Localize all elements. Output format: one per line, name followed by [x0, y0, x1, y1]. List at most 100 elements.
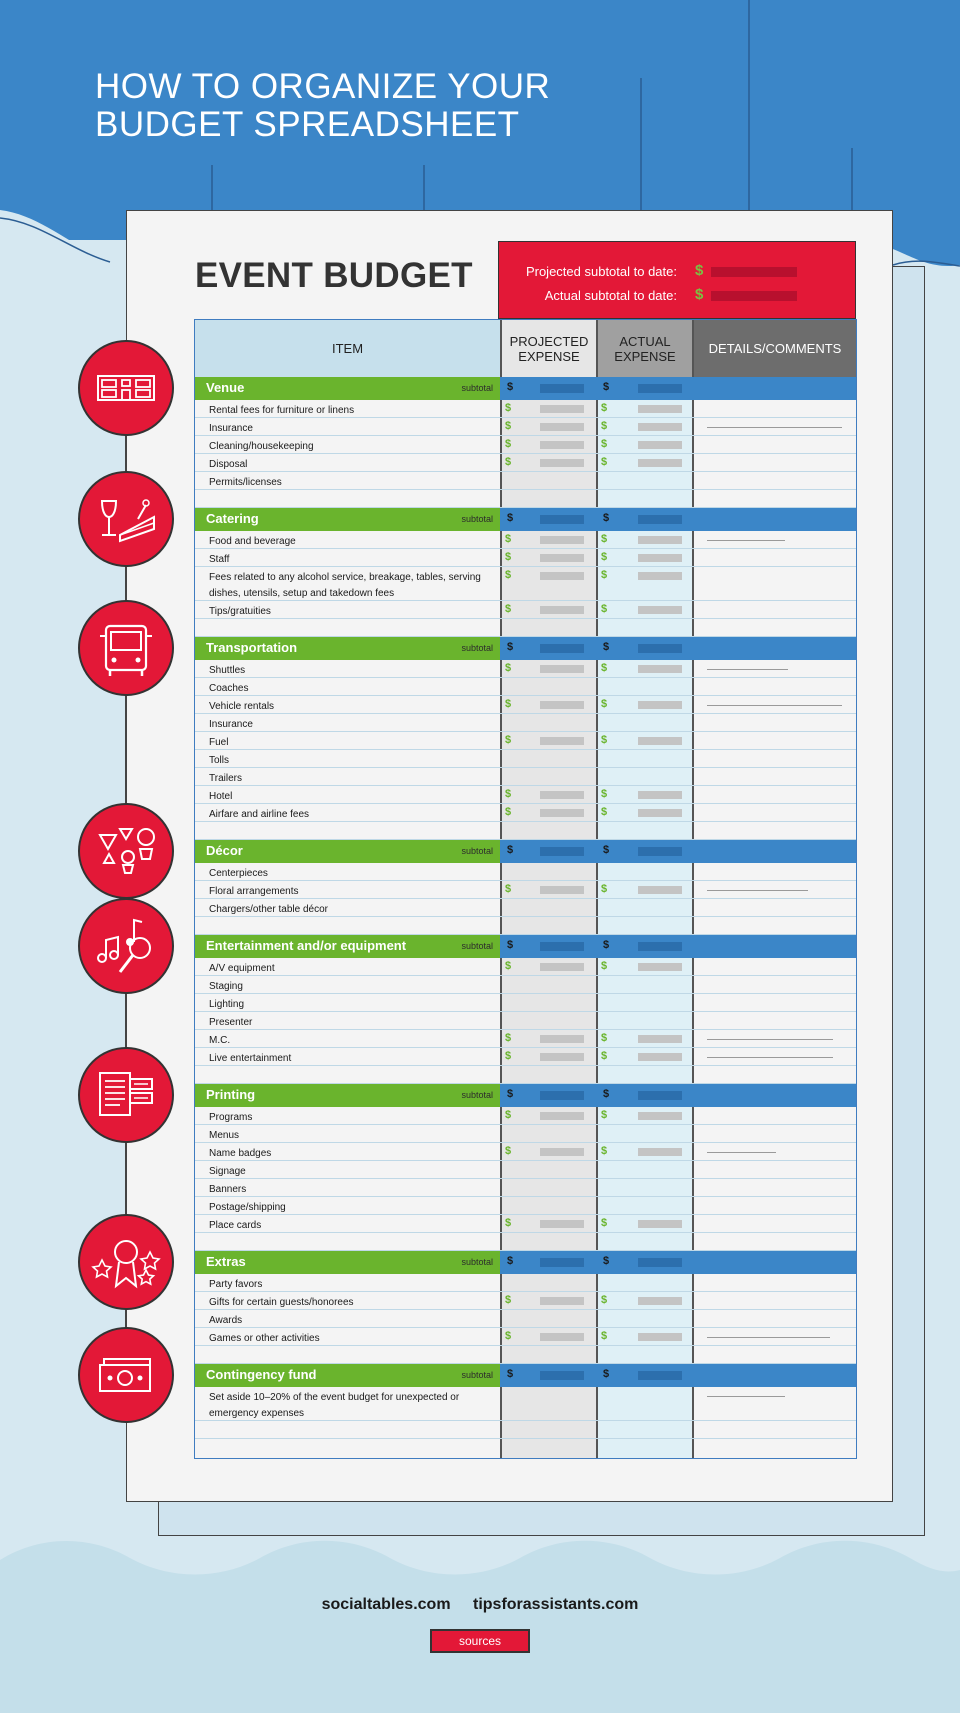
projected-subtotal-field[interactable] [540, 644, 584, 653]
dollar-sign: $ [505, 420, 512, 432]
comment-line[interactable] [707, 427, 842, 428]
projected-expense-field[interactable] [540, 701, 584, 709]
projected-subtotal-field[interactable] [540, 942, 584, 951]
comment-line[interactable] [707, 1152, 776, 1153]
actual-subtotal-field[interactable] [638, 847, 682, 856]
section-header: Extras subtotal $ $ [195, 1251, 856, 1274]
actual-expense-field[interactable] [638, 536, 682, 544]
comment-line[interactable] [707, 890, 808, 891]
actual-expense-field[interactable] [638, 1297, 682, 1305]
actual-expense-field[interactable] [638, 1333, 682, 1341]
projected-expense-field[interactable] [540, 405, 584, 413]
item-label: Set aside 10–20% of the event budget for… [209, 1392, 460, 1419]
actual-expense-field[interactable] [638, 1220, 682, 1228]
projected-expense-field[interactable] [540, 572, 584, 580]
comment-line[interactable] [707, 540, 785, 541]
comment-line[interactable] [707, 1337, 830, 1338]
comment-line[interactable] [707, 705, 842, 706]
actual-expense-field[interactable] [638, 1112, 682, 1120]
actual-expense-field[interactable] [638, 441, 682, 449]
actual-expense-field[interactable] [638, 886, 682, 894]
dollar-sign: $ [601, 698, 608, 710]
item-label: Staff [209, 554, 230, 565]
table-row: Lighting [195, 994, 856, 1012]
comment-line[interactable] [707, 1396, 785, 1397]
actual-expense-field[interactable] [638, 572, 682, 580]
projected-expense-field[interactable] [540, 1053, 584, 1061]
actual-expense-field[interactable] [638, 423, 682, 431]
item-label: Fuel [209, 737, 229, 748]
comment-line[interactable] [707, 669, 788, 670]
projected-expense-field[interactable] [540, 1297, 584, 1305]
projected-subtotal-field[interactable] [540, 847, 584, 856]
actual-subtotal-field[interactable] [638, 1371, 682, 1380]
actual-expense-field[interactable] [638, 606, 682, 614]
actual-expense-field[interactable] [638, 737, 682, 745]
table-row: Presenter [195, 1012, 856, 1030]
actual-subtotal-field[interactable] [638, 515, 682, 524]
projected-expense-field[interactable] [540, 886, 584, 894]
item-label: Banners [209, 1184, 247, 1195]
dollar-sign: $ [505, 788, 512, 800]
projected-expense-field[interactable] [540, 665, 584, 673]
comment-line[interactable] [707, 1057, 833, 1058]
actual-subtotal-field[interactable] [638, 1091, 682, 1100]
actual-subtotal-field[interactable] [638, 1258, 682, 1267]
projected-expense-field[interactable] [540, 606, 584, 614]
projected-expense-field[interactable] [540, 737, 584, 745]
actual-expense-field[interactable] [638, 791, 682, 799]
venue-icon-graphic [97, 375, 155, 401]
projected-expense-field[interactable] [540, 423, 584, 431]
sources-button[interactable]: sources [430, 1629, 530, 1653]
projected-expense-field[interactable] [540, 809, 584, 817]
actual-expense-field[interactable] [638, 459, 682, 467]
item-label: Lighting [209, 999, 245, 1010]
item-label: Place cards [209, 1220, 262, 1231]
projected-expense-field[interactable] [540, 1148, 584, 1156]
actual-summary-value[interactable] [711, 291, 797, 301]
projected-expense-field[interactable] [540, 554, 584, 562]
projected-summary-value[interactable] [711, 267, 797, 277]
projected-expense-field[interactable] [540, 791, 584, 799]
table-row: Cleaning/housekeeping $ $ [195, 436, 856, 454]
actual-subtotal-field[interactable] [638, 644, 682, 653]
item-label: Postage/shipping [209, 1202, 286, 1213]
actual-expense-field[interactable] [638, 1035, 682, 1043]
comment-line[interactable] [707, 1039, 833, 1040]
actual-expense-field[interactable] [638, 1053, 682, 1061]
projected-subtotal-field[interactable] [540, 1371, 584, 1380]
dollar-sign: $ [601, 662, 608, 674]
actual-expense-field[interactable] [638, 665, 682, 673]
actual-expense-field[interactable] [638, 809, 682, 817]
dollar-sign: $ [505, 1294, 512, 1306]
projected-expense-field[interactable] [540, 459, 584, 467]
source-link-socialtables[interactable]: socialtables.com [321, 1596, 451, 1613]
projected-expense-field[interactable] [540, 963, 584, 971]
actual-expense-field[interactable] [638, 1148, 682, 1156]
projected-expense-field[interactable] [540, 1035, 584, 1043]
dollar-sign: $ [603, 1088, 610, 1100]
projected-subtotal-field[interactable] [540, 384, 584, 393]
table-row: Insurance [195, 714, 856, 732]
actual-expense-field[interactable] [638, 701, 682, 709]
actual-expense-field[interactable] [638, 554, 682, 562]
projected-expense-field[interactable] [540, 1333, 584, 1341]
subtotal-label: subtotal [461, 643, 493, 653]
actual-expense-field[interactable] [638, 963, 682, 971]
item-label: Menus [209, 1130, 240, 1141]
table-row [195, 1346, 856, 1364]
source-link-tipsforassistants[interactable]: tipsforassistants.com [473, 1596, 639, 1613]
actual-subtotal-field[interactable] [638, 942, 682, 951]
item-label: A/V equipment [209, 963, 275, 974]
table-row: Set aside 10–20% of the event budget for… [195, 1387, 856, 1421]
projected-expense-field[interactable] [540, 1112, 584, 1120]
projected-expense-field[interactable] [540, 536, 584, 544]
projected-expense-field[interactable] [540, 441, 584, 449]
projected-subtotal-field[interactable] [540, 1258, 584, 1267]
actual-subtotal-field[interactable] [638, 384, 682, 393]
projected-expense-field[interactable] [540, 1220, 584, 1228]
item-label: Live entertainment [209, 1053, 292, 1064]
actual-expense-field[interactable] [638, 405, 682, 413]
projected-subtotal-field[interactable] [540, 1091, 584, 1100]
projected-subtotal-field[interactable] [540, 515, 584, 524]
